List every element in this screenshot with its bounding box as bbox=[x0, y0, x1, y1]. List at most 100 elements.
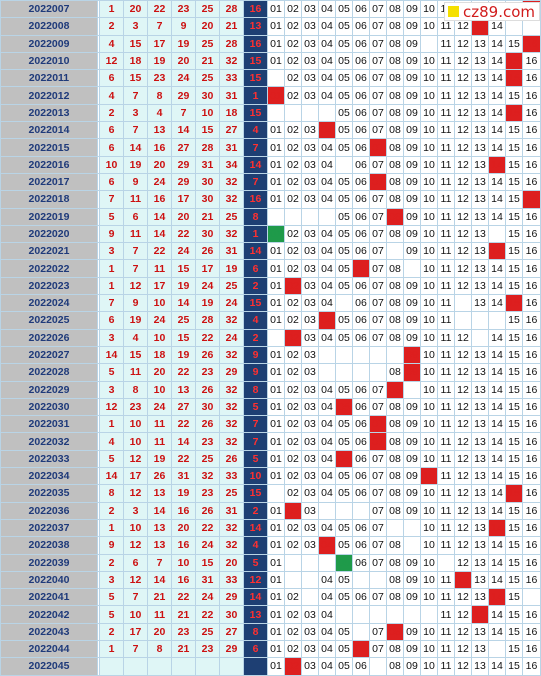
number-cell bbox=[522, 17, 541, 36]
red-ball-cell: 29 bbox=[171, 86, 196, 105]
number-cell: 07 bbox=[369, 501, 387, 520]
number-cell: 16 bbox=[522, 622, 541, 641]
number-cell: 01 bbox=[267, 467, 285, 486]
hit-marker: 02 bbox=[284, 276, 302, 296]
blue-ball-cell: 2 bbox=[243, 501, 268, 520]
number-cell: 13 bbox=[471, 138, 489, 157]
red-ball-cell: 1 bbox=[99, 259, 124, 278]
red-ball-cell: 14 bbox=[171, 121, 196, 140]
number-cell: 10 bbox=[420, 380, 438, 399]
number-cell: 15 bbox=[505, 657, 523, 676]
red-ball-cell: 16 bbox=[171, 536, 196, 555]
period-cell: 2022013 bbox=[0, 103, 98, 123]
number-cell: 05 bbox=[335, 121, 353, 140]
number-cell: 11 bbox=[437, 605, 455, 624]
red-ball-cell: 17 bbox=[123, 467, 148, 486]
red-ball-cell: 13 bbox=[147, 121, 172, 140]
number-cell: 08 bbox=[386, 294, 404, 313]
number-cell: 11 bbox=[437, 311, 455, 330]
red-ball-cell: 10 bbox=[147, 380, 172, 399]
number-cell: 01 bbox=[267, 155, 285, 174]
red-ball-cell: 24 bbox=[219, 328, 244, 347]
number-cell: 02 bbox=[284, 121, 302, 140]
red-ball-cell: 15 bbox=[171, 259, 196, 278]
number-cell: 10 bbox=[420, 294, 438, 313]
red-ball-cell: 20 bbox=[171, 207, 196, 226]
number-cell: 11 bbox=[437, 121, 455, 140]
number-cell: 06 bbox=[352, 432, 370, 451]
number-cell: 14 bbox=[488, 328, 506, 347]
red-ball-cell: 12 bbox=[123, 276, 148, 296]
red-ball-cell: 23 bbox=[195, 639, 220, 659]
number-cell: 03 bbox=[301, 397, 319, 417]
number-cell: 14 bbox=[488, 34, 506, 53]
number-cell: 13 bbox=[471, 103, 489, 123]
red-ball-cell: 32 bbox=[219, 518, 244, 538]
number-cell: 02 bbox=[284, 259, 302, 278]
number-cell: 03 bbox=[301, 190, 319, 209]
number-cell: 04 bbox=[318, 155, 336, 174]
site-logo[interactable]: cz89.com bbox=[444, 2, 540, 21]
number-cell: 09 bbox=[403, 311, 421, 330]
red-ball-cell: 2 bbox=[99, 17, 124, 36]
number-cell: 03 bbox=[301, 224, 319, 244]
blue-ball-cell: 9 bbox=[243, 345, 268, 365]
red-ball-cell: 4 bbox=[99, 432, 124, 451]
number-cell: 03 bbox=[301, 657, 319, 676]
number-cell: 12 bbox=[454, 484, 472, 503]
number-cell: 02 bbox=[284, 397, 302, 417]
number-cell: 08 bbox=[386, 17, 404, 36]
number-cell: 15 bbox=[505, 328, 523, 347]
number-cell: 04 bbox=[318, 51, 336, 71]
red-ball-cell: 7 bbox=[147, 553, 172, 572]
table-row: 2022009 4 15 17 19 25 28 16 01 02 03 04 05 06 07 08 09 11… bbox=[0, 34, 541, 53]
number-cell: 13 bbox=[471, 224, 489, 244]
red-ball-cell: 7 bbox=[147, 17, 172, 36]
number-cell: 04 bbox=[318, 69, 336, 88]
number-cell: 12 bbox=[454, 155, 472, 174]
red-ball-cell: 33 bbox=[219, 570, 244, 590]
red-ball-cell: 3 bbox=[99, 242, 124, 261]
red-ball-cell: 24 bbox=[147, 172, 172, 192]
number-cell: 05 bbox=[335, 639, 353, 659]
red-ball-cell: 20 bbox=[147, 622, 172, 641]
number-cell: 16 bbox=[522, 259, 541, 278]
number-cell: 09 bbox=[403, 103, 421, 123]
number-cell: 07 bbox=[369, 588, 387, 607]
table-row: 2022033 5 12 19 22 25 26 5 01 02 03 04 05 06 07 08 09 10 1… bbox=[0, 449, 541, 469]
number-cell: 04 bbox=[318, 605, 336, 624]
number-cell: 04 bbox=[318, 449, 336, 469]
red-ball-cell: 21 bbox=[147, 588, 172, 607]
period-cell: 2022021 bbox=[0, 242, 98, 261]
red-ball-cell: 15 bbox=[123, 345, 148, 365]
red-ball-cell: 7 bbox=[123, 121, 148, 140]
number-cell bbox=[335, 501, 353, 520]
number-cell: 06 bbox=[352, 86, 370, 105]
red-ball-cell: 9 bbox=[123, 172, 148, 192]
period-cell: 2022012 bbox=[0, 86, 98, 105]
number-cell: 02 bbox=[284, 622, 302, 641]
number-cell: 15 bbox=[505, 363, 523, 382]
number-cell: 10 bbox=[420, 363, 438, 382]
number-cell bbox=[386, 605, 404, 624]
number-cell: 04 bbox=[318, 294, 336, 313]
number-cell: 03 bbox=[301, 294, 319, 313]
table-row: 2022015 6 14 16 27 28 31 7 01 02 03 04 05 06 07 08 09 10 1… bbox=[0, 138, 541, 157]
blue-ball-cell: 6 bbox=[243, 259, 268, 278]
red-ball-cell: 9 bbox=[171, 17, 196, 36]
period-cell: 2022031 bbox=[0, 415, 98, 434]
table-row: 2022044 1 7 8 21 23 29 6 01 02 03 04 05 06 07 08 09 10 11 1… bbox=[0, 639, 541, 659]
number-cell: 11 bbox=[437, 34, 455, 53]
number-cell: 09 bbox=[403, 622, 421, 641]
blue-ball-cell: 16 bbox=[243, 190, 268, 209]
number-cell: 13 bbox=[471, 484, 489, 503]
hit-marker: 15 bbox=[505, 103, 523, 123]
number-cell: 16 bbox=[522, 345, 541, 365]
number-cell: 09 bbox=[403, 467, 421, 486]
red-ball-cell: 24 bbox=[195, 588, 220, 607]
red-ball-cell: 25 bbox=[195, 69, 220, 88]
period-cell: 2022020 bbox=[0, 224, 98, 244]
table-row: 2022020 9 11 14 22 30 32 1 01 02 03 04 05 06 07 08 09 10 1… bbox=[0, 224, 541, 244]
number-cell: 14 bbox=[488, 605, 506, 624]
number-cell: 08 bbox=[386, 121, 404, 140]
